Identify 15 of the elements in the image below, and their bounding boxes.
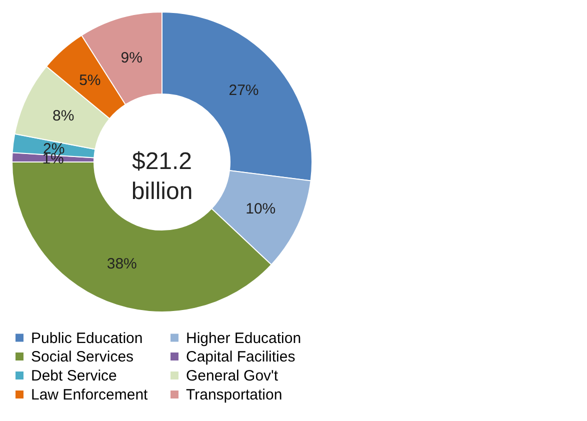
legend-label: Capital Facilities — [186, 348, 296, 366]
data-label: 38% — [106, 255, 137, 272]
data-label: 10% — [246, 200, 276, 218]
legend-label: Public Education — [31, 330, 143, 347]
legend-label: Higher Education — [186, 330, 302, 347]
text: $21.2 billion — [131, 148, 193, 205]
data-label: 8% — [52, 108, 74, 125]
legend-label: Transportation — [186, 386, 282, 404]
data-label: 9% — [120, 49, 142, 66]
legend-label: Social Services — [31, 348, 134, 366]
legend-label: General Gov't — [186, 368, 279, 384]
legend-label: Law Enforcement — [31, 386, 149, 404]
data-label: 5% — [79, 72, 101, 90]
data-label: 27% — [228, 82, 259, 99]
legend-label: Debt Service — [31, 368, 117, 384]
